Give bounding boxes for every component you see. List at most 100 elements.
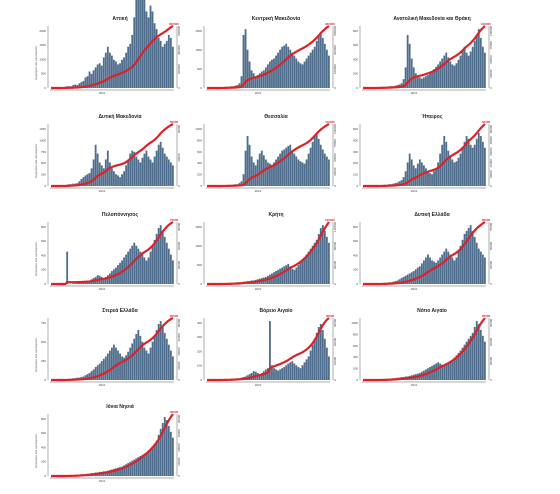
daily-cases-bar xyxy=(133,338,136,380)
daily-cases-bar xyxy=(84,77,87,88)
daily-cases-bar xyxy=(319,144,322,186)
cumulative-cases-line xyxy=(207,317,330,382)
daily-cases-bar xyxy=(287,46,290,88)
daily-cases-bar xyxy=(297,159,300,186)
right-tick-label: 30000 xyxy=(333,318,337,327)
daily-cases-bar xyxy=(135,156,138,186)
x-tick-label: 2021 xyxy=(255,383,262,387)
daily-cases-bar xyxy=(279,369,282,380)
daily-cases-bar xyxy=(317,34,320,88)
panel-plot: 0 200 400 600 800 0 20000 40000 60000 2021 75000 xyxy=(41,218,181,291)
right-tick-label: 40000 xyxy=(177,124,181,133)
left-tick-label: 1500 xyxy=(195,29,202,33)
daily-cases-bar xyxy=(121,174,123,186)
daily-cases-bar xyxy=(427,171,429,186)
cumulative-end-label: 50000 xyxy=(482,120,491,124)
daily-cases-bar xyxy=(121,466,123,476)
x-tick-label: 2021 xyxy=(411,189,418,193)
daily-cases-bar xyxy=(141,157,144,186)
daily-cases-bar xyxy=(244,150,247,186)
daily-cases-bar xyxy=(115,347,117,380)
right-tick-label: 60000 xyxy=(177,222,181,231)
daily-cases-bar xyxy=(256,75,259,88)
daily-cases-bar xyxy=(145,150,148,186)
daily-cases-bar xyxy=(82,282,85,284)
daily-cases-bar xyxy=(313,242,316,284)
daily-cases-bar xyxy=(285,265,288,284)
daily-cases-bar xyxy=(291,150,294,186)
right-tick-label: 80000 xyxy=(333,241,337,250)
daily-cases-bar xyxy=(273,58,275,88)
right-tick-label: 20000 xyxy=(177,153,181,162)
daily-cases-bar xyxy=(262,70,265,88)
daily-cases-bar xyxy=(293,363,296,380)
daily-cases-bar xyxy=(301,260,304,284)
panel-plot: 0 200 400 600 800 1000 0 20000 40000 60000 2021 650… xyxy=(351,314,493,387)
daily-cases-bar xyxy=(467,138,470,186)
daily-cases-bar xyxy=(455,161,458,186)
daily-cases-bar xyxy=(477,132,480,186)
daily-cases-bar xyxy=(445,141,448,186)
right-tick-label: 30000 xyxy=(489,147,493,156)
left-tick-label: 1000 xyxy=(195,48,202,52)
region-panel: Ήπειρος 0 100 200 300 400 500 0 10000 20000 30000 4… xyxy=(348,112,516,204)
daily-cases-bar xyxy=(88,372,91,380)
daily-cases-bar xyxy=(327,55,330,88)
left-tick-label: 500 xyxy=(41,161,46,165)
daily-cases-bar xyxy=(301,64,304,88)
left-tick-label: 250 xyxy=(41,359,46,363)
right-tick-label: 40000 xyxy=(177,414,181,423)
daily-cases-bar xyxy=(141,341,144,380)
daily-cases-bar xyxy=(457,352,460,380)
daily-cases-bar xyxy=(437,362,440,380)
daily-cases-bar xyxy=(131,150,134,186)
daily-cases-bar xyxy=(283,266,286,284)
daily-cases-bar xyxy=(402,177,405,186)
daily-cases-bar xyxy=(309,52,312,88)
daily-cases-bar xyxy=(479,251,482,284)
daily-cases-bar xyxy=(443,365,446,380)
daily-cases-bar xyxy=(100,361,103,380)
left-tick-label: 0 xyxy=(44,86,46,90)
daily-cases-bar xyxy=(475,321,478,380)
right-tick-label: 0 xyxy=(333,185,337,187)
daily-cases-bar xyxy=(155,440,158,476)
region-panel: Ανατολική Μακεδονία και Θράκη 0 200 400 600 8… xyxy=(348,14,516,106)
daily-cases-bar xyxy=(165,420,168,476)
daily-cases-bar xyxy=(171,437,174,476)
right-tick-label: 60000 xyxy=(489,318,493,327)
right-tick-label: 0 xyxy=(177,475,181,477)
daily-cases-bar xyxy=(248,144,251,186)
daily-cases-bar xyxy=(471,332,474,380)
daily-cases-bar xyxy=(258,153,261,186)
daily-cases-bar xyxy=(463,141,466,186)
right-tick-label: 0 xyxy=(177,283,181,285)
daily-cases-bar xyxy=(307,55,310,88)
daily-cases-bar xyxy=(289,266,292,284)
right-tick-label: 0 xyxy=(177,379,181,381)
daily-cases-bar xyxy=(321,225,324,284)
daily-cases-bar xyxy=(161,326,164,380)
right-tick-label: 300000 xyxy=(333,26,337,36)
daily-cases-bar xyxy=(325,347,328,380)
right-tick-label: 40000 xyxy=(177,241,181,250)
daily-cases-bar xyxy=(269,61,271,88)
daily-cases-bar xyxy=(159,225,162,284)
daily-cases-bar xyxy=(90,73,93,88)
daily-cases-bar xyxy=(406,274,409,284)
right-tick-label: 40000 xyxy=(489,337,493,346)
daily-cases-bar xyxy=(481,141,484,186)
daily-cases-bar xyxy=(260,150,263,186)
x-tick-label: 2021 xyxy=(99,287,106,291)
daily-cases-bar xyxy=(106,353,109,380)
right-tick-label: 10000 xyxy=(333,356,337,365)
daily-cases-bar xyxy=(435,66,438,88)
daily-cases-bar xyxy=(293,55,296,88)
daily-cases-bar xyxy=(291,361,294,380)
daily-cases-bar xyxy=(92,70,95,88)
daily-cases-bar xyxy=(303,61,306,88)
daily-cases-bar xyxy=(104,276,107,284)
daily-cases-bar xyxy=(321,149,324,186)
daily-cases-bar xyxy=(108,273,111,284)
x-tick-label: 2021 xyxy=(411,91,418,95)
